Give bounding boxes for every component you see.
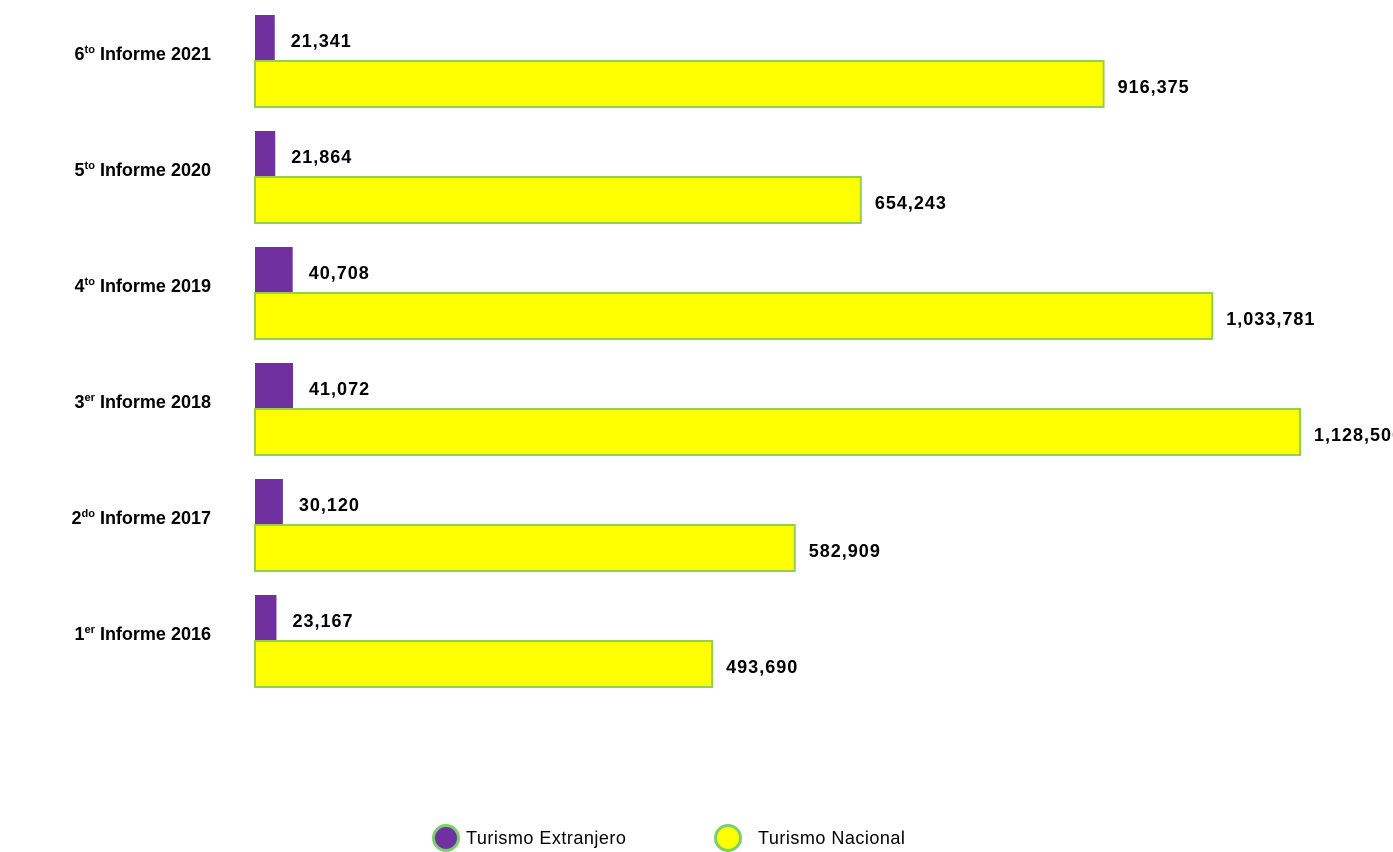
data-label-extranjero: 23,167 (292, 611, 353, 631)
legend-item-extranjero: Turismo Extranjero (432, 824, 626, 852)
bar-extranjero (255, 363, 294, 409)
data-label-nacional: 1,033,781 (1226, 309, 1315, 329)
data-label-nacional: 582,909 (809, 541, 881, 561)
category-label: 6to Informe 2021 (75, 44, 211, 64)
bar-extranjero (255, 15, 275, 61)
legend-label-nacional: Turismo Nacional (758, 827, 906, 848)
bar-nacional (254, 176, 862, 224)
category-label: 1er Informe 2016 (75, 624, 211, 644)
data-label-nacional: 654,243 (875, 193, 947, 213)
data-label-extranjero: 21,341 (291, 31, 352, 51)
legend-item-nacional: Turismo Nacional (714, 824, 905, 852)
category-label: 5to Informe 2020 (75, 160, 211, 180)
bar-nacional (254, 524, 796, 572)
bar-nacional (254, 640, 714, 688)
legend-swatch-nacional (714, 824, 742, 852)
bar-chart: 6to Informe 2021 21,341 916,375 5to Informe… (71, 15, 1393, 688)
bar-nacional (254, 292, 1214, 340)
data-label-nacional: 1,128,506 (1314, 425, 1393, 445)
data-label-extranjero: 40,708 (309, 263, 370, 283)
bar-extranjero (255, 595, 277, 641)
data-label-extranjero: 41,072 (309, 379, 370, 399)
data-label-nacional: 493,690 (726, 657, 798, 677)
category-label: 3er Informe 2018 (75, 392, 211, 412)
data-label-nacional: 916,375 (1118, 77, 1190, 97)
category-label: 4to Informe 2019 (75, 276, 211, 296)
bar-nacional (254, 60, 1105, 108)
bar-nacional (254, 408, 1301, 456)
bar-extranjero (255, 479, 283, 525)
legend-swatch-extranjero (432, 824, 460, 852)
legend: Turismo Extranjero Turismo Nacional (0, 820, 1393, 852)
bar-extranjero (255, 131, 276, 177)
bar-extranjero (255, 247, 293, 293)
category-label: 2do Informe 2017 (71, 508, 211, 528)
legend-label-extranjero: Turismo Extranjero (466, 827, 627, 848)
data-label-extranjero: 21,864 (291, 147, 352, 167)
data-label-extranjero: 30,120 (299, 495, 360, 515)
